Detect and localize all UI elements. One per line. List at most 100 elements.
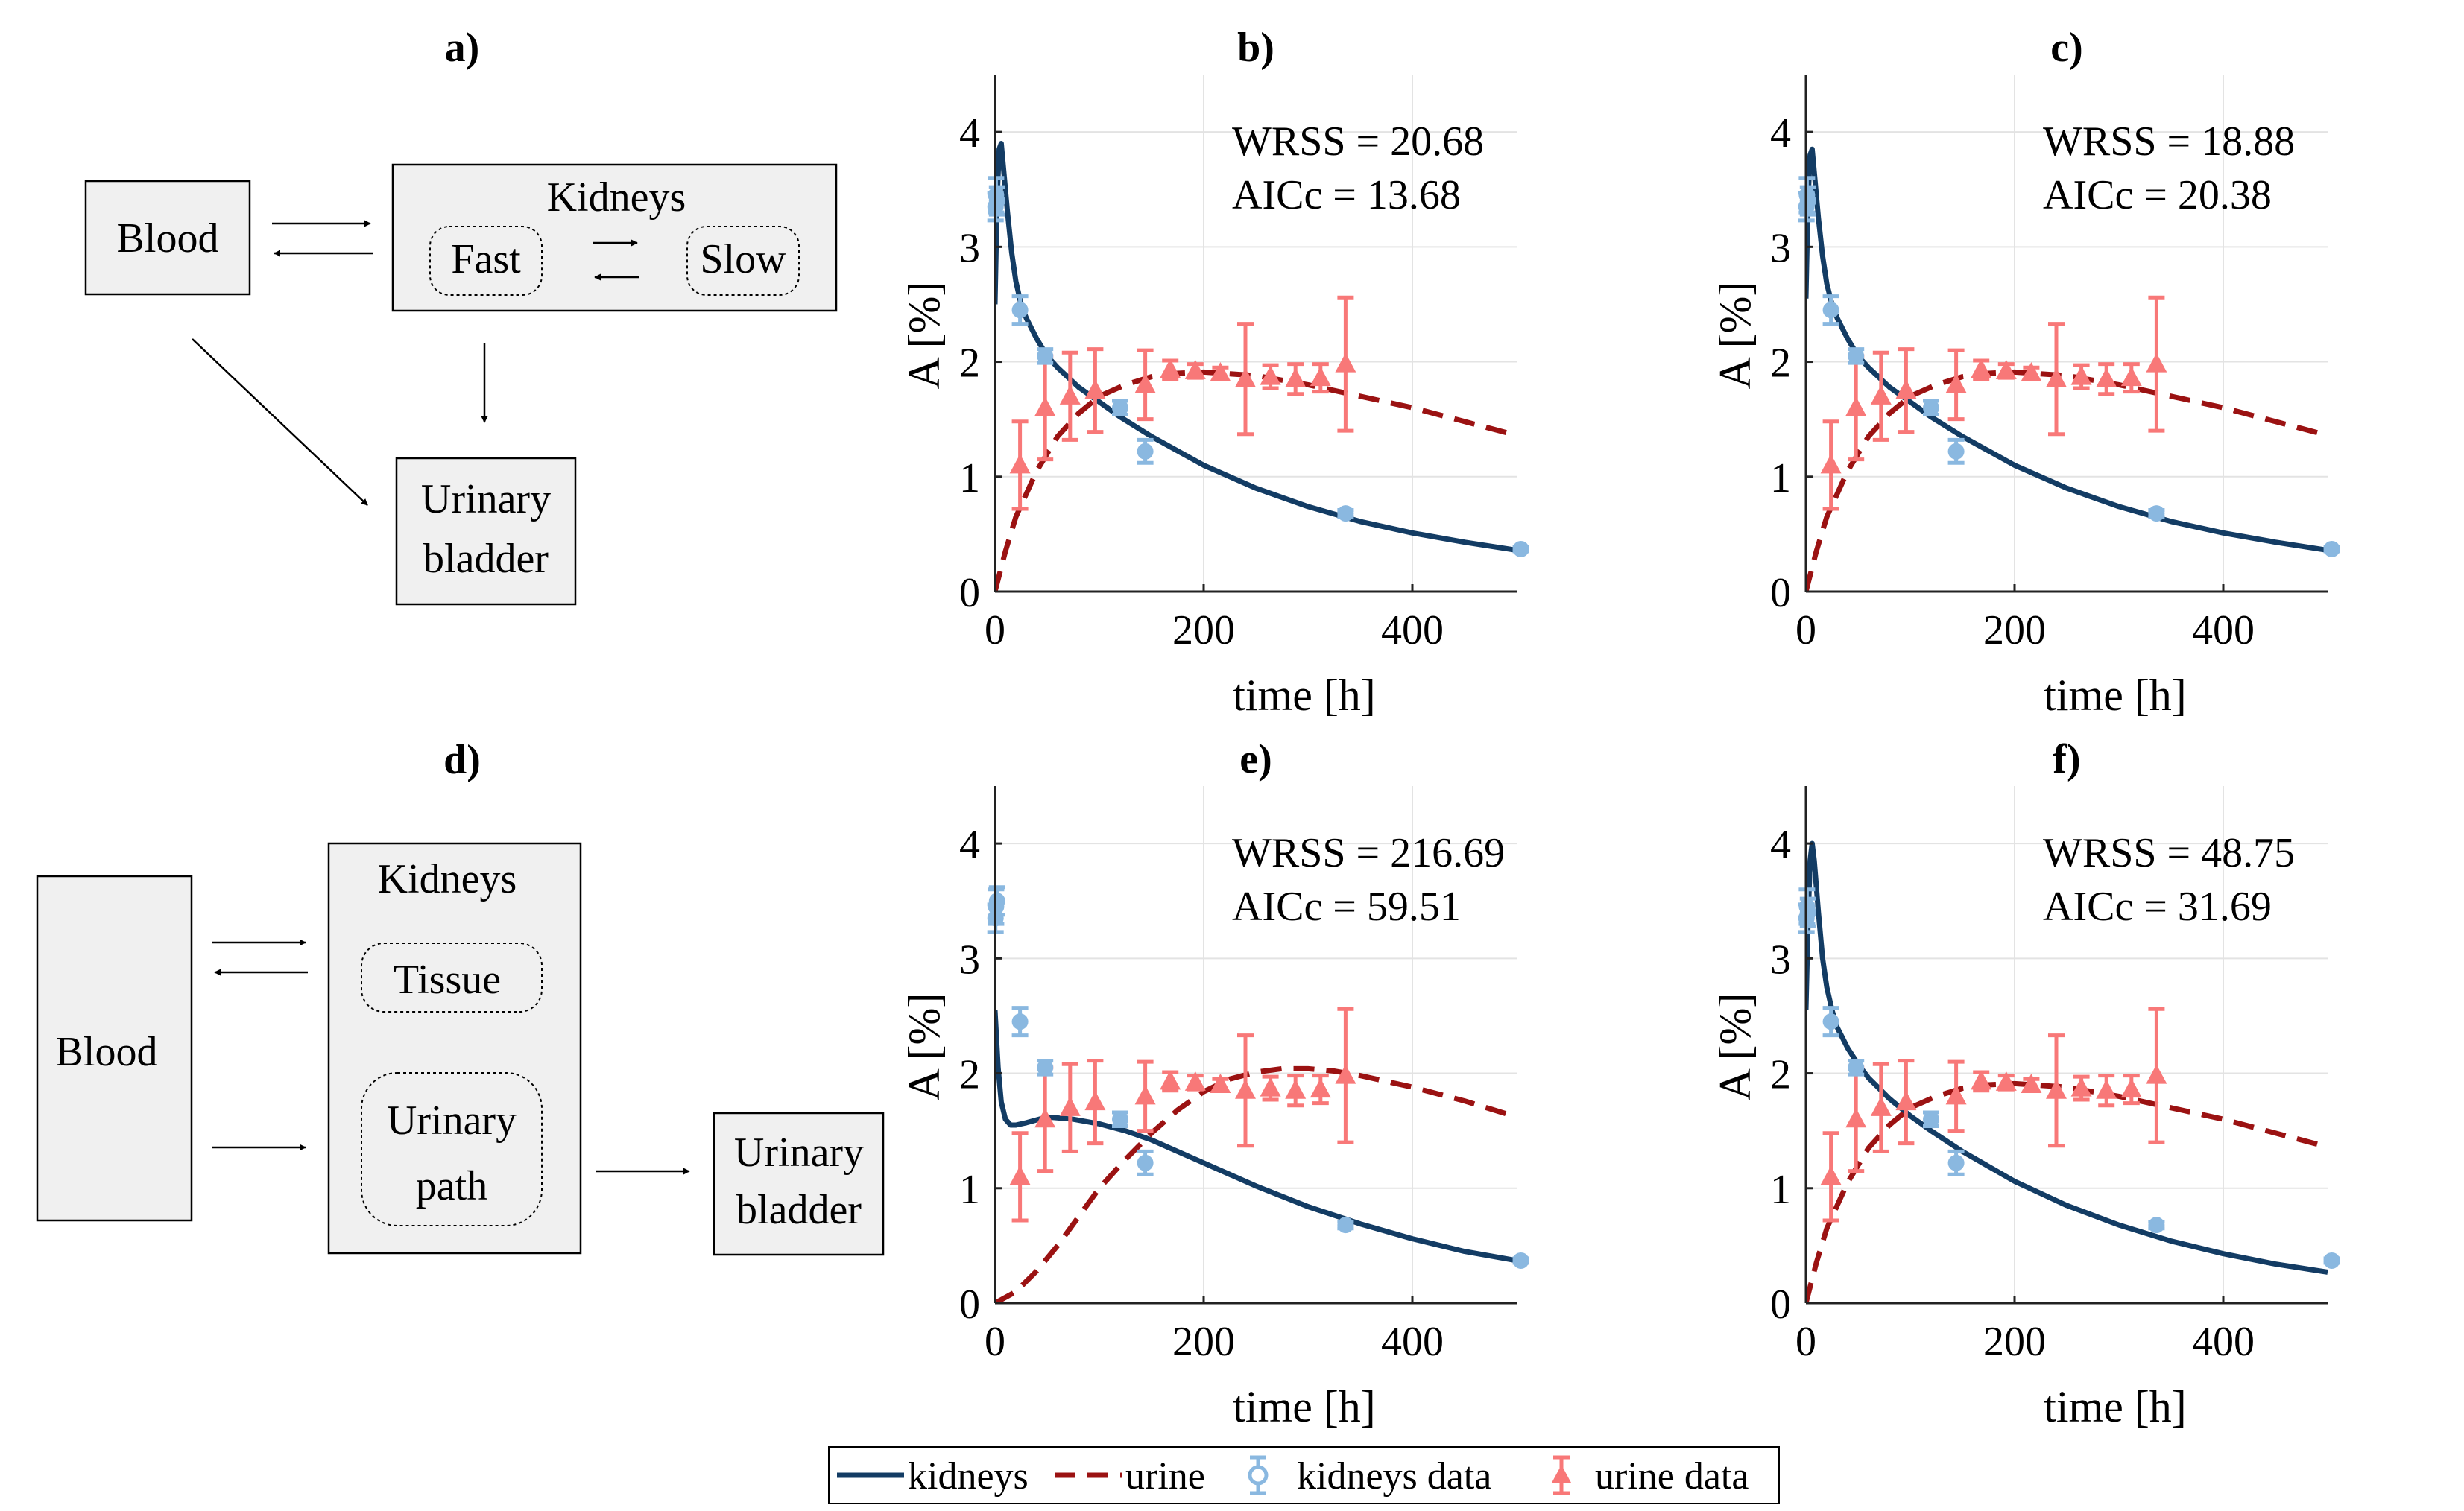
chart-panel-b: b) 0 200 400 0 1 2 3 4 time [h] A [%] WRSS = 20.68 A… (900, 25, 1529, 720)
y-tick-label: 0 (1770, 570, 1791, 616)
y-tick-label: 4 (959, 110, 980, 156)
kidneys-data-point (1947, 1154, 1965, 1171)
kidneys-data-point (1512, 1252, 1529, 1269)
urine-data-point (2096, 1079, 2117, 1099)
y-tick-label: 1 (1770, 1167, 1791, 1213)
x-tick-label: 400 (1381, 607, 1444, 653)
urine-data-point (1034, 1108, 1056, 1128)
urine-data-point (1184, 1071, 1206, 1091)
bladder-box-a (395, 457, 577, 606)
y-tick-label: 3 (959, 937, 980, 983)
diagram-a: a) Blood Kidneys Fast Slow Urinary bladd… (84, 25, 838, 606)
series-line-urine (1806, 369, 2328, 592)
chart-title: f) (2053, 736, 2080, 782)
y-tick-label: 0 (959, 1282, 980, 1328)
blood-box-a (84, 180, 251, 296)
x-axis-label: time [h] (1233, 1382, 1376, 1431)
urine-data-point (2070, 1077, 2092, 1097)
urine-data-point (1134, 373, 1156, 393)
y-tick-label: 1 (959, 1167, 980, 1213)
urine-data-point (1971, 1070, 1992, 1090)
kidneys-data-point (1848, 347, 1865, 364)
kidneys-data-point (2323, 540, 2340, 557)
urinary-path-compartment (361, 1072, 543, 1226)
bladder-label-d-line2: bladder (736, 1187, 862, 1233)
urine-data-point (2120, 367, 2142, 387)
urine-data-point (1034, 396, 1056, 416)
fit-statistic: AICc = 59.51 (1232, 884, 1461, 930)
urine-data-point (1184, 359, 1206, 379)
bladder-label-a-line1: Urinary (421, 476, 551, 522)
x-tick-label: 0 (985, 607, 1005, 653)
series-line-urine (995, 1065, 1517, 1303)
blood-box-d (36, 875, 193, 1222)
fit-statistic: WRSS = 18.88 (2043, 118, 2295, 165)
legend-kidneys-data-label: kidneys data (1297, 1455, 1491, 1498)
x-tick-label: 200 (1172, 1319, 1235, 1365)
y-tick-label: 3 (959, 225, 980, 271)
urine-data-point (1235, 1079, 1256, 1099)
urine-data-point (2021, 1073, 2042, 1093)
x-tick-label: 400 (2192, 607, 2255, 653)
kidneys-data-point (2148, 505, 2165, 522)
urine-data-point (1235, 367, 1256, 387)
y-tick-label: 1 (1770, 455, 1791, 501)
urine-data-point (2120, 1078, 2142, 1098)
y-tick-label: 4 (959, 822, 980, 868)
fit-statistic: AICc = 31.69 (2043, 884, 2272, 930)
legend-urine-label: urine (1125, 1455, 1205, 1498)
bladder-label-a-line2: bladder (423, 536, 549, 582)
chart-title: e) (1239, 736, 1272, 782)
x-tick-label: 0 (985, 1319, 1005, 1365)
kidneys-data-point (1337, 1217, 1354, 1234)
kidneys-label-a: Kidneys (547, 174, 686, 221)
tissue-compartment (361, 943, 543, 1013)
urinary-path-label-line1: Urinary (387, 1097, 517, 1144)
urine-data-point (1820, 454, 1842, 474)
urine-data-point (1995, 359, 2017, 379)
y-tick-label: 0 (1770, 1282, 1791, 1328)
kidneys-data-point (988, 893, 1005, 910)
x-tick-label: 200 (1983, 607, 2046, 653)
urine-data-point (1310, 367, 1331, 387)
y-tick-label: 4 (1770, 822, 1791, 868)
fast-label: Fast (451, 236, 521, 282)
urine-data-point (1845, 396, 1867, 416)
urine-data-point (1845, 1108, 1867, 1128)
fit-statistic: WRSS = 216.69 (1232, 830, 1505, 876)
urine-data-point (1009, 1165, 1031, 1185)
kidneys-label-d: Kidneys (378, 856, 517, 902)
y-tick-label: 3 (1770, 225, 1791, 271)
arrow-blood-to-bladder-a (192, 338, 368, 506)
urine-data-point (1870, 384, 1892, 405)
x-tick-label: 200 (1172, 607, 1235, 653)
chart-panel-e: e) 0 200 400 0 1 2 3 4 time [h] A [%] WRSS = 216.69… (900, 736, 1529, 1431)
urine-data-point (1009, 454, 1031, 474)
kidneys-data-point (988, 192, 1005, 209)
chart-panel-c: c) 0 200 400 0 1 2 3 4 time [h] A [%] WRSS = 18.88 A… (1710, 25, 2340, 720)
x-axis-label: time [h] (2044, 671, 2187, 720)
x-tick-label: 0 (1795, 607, 1816, 653)
kidneys-data-point (1137, 1154, 1154, 1171)
y-axis-label: A [%] (1710, 282, 1760, 390)
legend-kidneys-label: kidneys (908, 1455, 1029, 1498)
kidneys-data-point (1947, 443, 1965, 460)
legend-urine-data-marker (1552, 1455, 1571, 1495)
urine-data-point (1134, 1085, 1156, 1105)
urine-data-point (1160, 1070, 1181, 1090)
urine-data-point (2046, 1079, 2067, 1099)
urine-data-point (1945, 373, 1967, 393)
fit-statistic: AICc = 20.38 (2043, 172, 2272, 218)
urine-data-point (1310, 1078, 1331, 1098)
series-line-kidneys (995, 1010, 1517, 1264)
urine-data-point (1895, 379, 1917, 399)
diagram-d: d) Blood Kidneys Tissue Urinary path Uri… (36, 737, 885, 1256)
urine-data-point (1210, 1073, 1231, 1093)
y-tick-label: 4 (1770, 110, 1791, 156)
urine-data-point (1971, 358, 1992, 378)
urine-data-point (1210, 361, 1231, 381)
slow-label: Slow (700, 236, 786, 282)
urine-data-point (2070, 365, 2092, 385)
chart-panel-f: f) 0 200 400 0 1 2 3 4 time [h] A [%] WRSS = 48.75 A… (1710, 736, 2340, 1431)
